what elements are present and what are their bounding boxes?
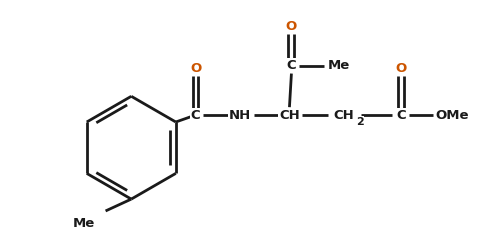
Text: NH: NH <box>229 109 251 122</box>
Text: OMe: OMe <box>436 109 469 122</box>
Text: Me: Me <box>328 59 350 72</box>
Text: C: C <box>397 109 406 122</box>
Text: C: C <box>286 59 296 72</box>
Text: C: C <box>191 109 200 122</box>
Text: O: O <box>190 62 201 75</box>
Text: CH: CH <box>279 109 300 122</box>
Text: O: O <box>286 20 297 33</box>
Text: CH: CH <box>333 109 354 122</box>
Text: 2: 2 <box>356 117 364 127</box>
Text: O: O <box>396 62 407 75</box>
Text: Me: Me <box>73 217 95 230</box>
